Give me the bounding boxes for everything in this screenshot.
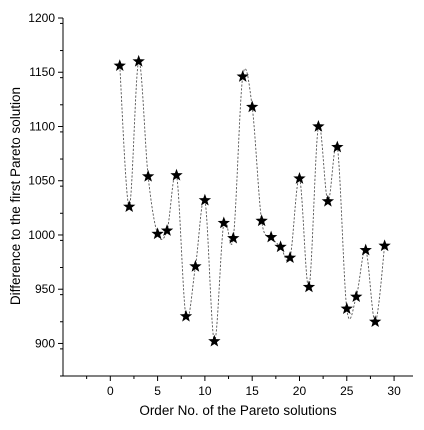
x-tick-label: 20 xyxy=(293,384,307,398)
data-point-star xyxy=(208,334,221,347)
x-tick-label: 5 xyxy=(154,384,161,398)
data-point-star xyxy=(293,172,306,184)
x-tick-label: 30 xyxy=(387,384,401,398)
data-point-star xyxy=(198,193,212,206)
y-tick-label: 1050 xyxy=(28,174,55,188)
data-point-star xyxy=(331,140,344,153)
x-tick-label: 10 xyxy=(198,384,212,398)
y-tick-label: 1000 xyxy=(28,228,55,242)
data-point-star xyxy=(340,302,353,314)
y-tick-label: 1100 xyxy=(29,119,55,133)
data-point-star xyxy=(113,59,126,71)
x-axis-ticks: 0 5 10 15 20 25 30 xyxy=(86,376,401,398)
data-point-star xyxy=(123,200,136,213)
data-point-star xyxy=(255,214,268,227)
y-tick-label: 900 xyxy=(35,336,55,350)
y-tick-label: 1150 xyxy=(29,65,55,79)
data-point-star xyxy=(312,119,325,132)
data-point-star xyxy=(321,194,335,207)
data-points xyxy=(113,54,391,347)
series-connector-line xyxy=(119,60,386,342)
y-tick-label: 1200 xyxy=(28,11,55,25)
x-axis-title: Order No. of the Pareto solutions xyxy=(139,403,337,418)
data-point-star xyxy=(141,169,155,182)
data-point-star xyxy=(274,240,287,253)
data-point-star xyxy=(189,259,202,272)
data-point-star xyxy=(246,100,259,113)
data-point-star xyxy=(170,168,183,181)
data-point-star xyxy=(368,315,382,328)
data-point-star xyxy=(227,231,240,244)
y-axis-ticks: 900 950 1000 1050 1100 1150 1200 xyxy=(28,11,63,377)
y-tick-label: 950 xyxy=(35,282,55,296)
x-tick-label: 25 xyxy=(340,384,354,398)
y-axis-title: Difference to the first Pareto solution xyxy=(8,87,23,305)
data-point-star xyxy=(132,54,145,67)
data-point-star xyxy=(151,227,164,240)
data-point-star xyxy=(283,251,297,264)
data-point-star xyxy=(179,309,193,322)
x-tick-label: 15 xyxy=(246,384,260,398)
data-point-star xyxy=(350,290,363,303)
data-point-star xyxy=(236,70,249,82)
data-point-star xyxy=(217,216,230,229)
data-point-star xyxy=(160,224,174,236)
axes xyxy=(62,18,413,377)
data-point-star xyxy=(378,239,391,252)
data-point-star xyxy=(302,280,316,293)
data-point-star xyxy=(359,243,372,256)
x-tick-label: 0 xyxy=(107,384,114,398)
data-point-star xyxy=(264,230,278,243)
